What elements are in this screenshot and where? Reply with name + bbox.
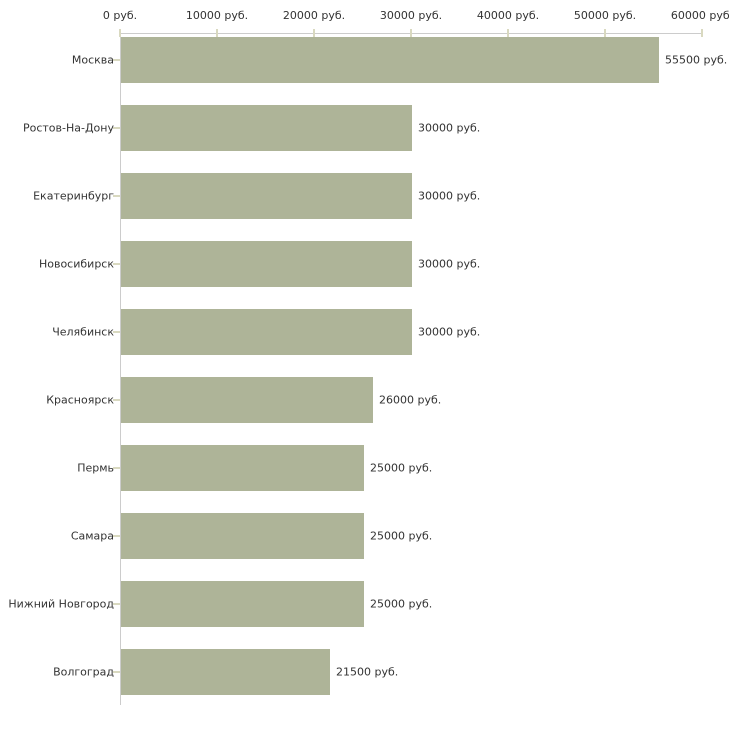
category-label: Самара	[70, 529, 114, 543]
bar	[121, 581, 364, 627]
value-label: 25000 руб.	[370, 461, 433, 475]
bar	[121, 445, 364, 491]
bar	[121, 241, 412, 287]
y-axis-tick-mark	[113, 127, 120, 129]
y-axis-tick-mark	[113, 671, 120, 673]
x-axis-tick-mark	[313, 29, 315, 37]
category-label: Нижний Новгород	[8, 597, 114, 611]
bar	[121, 649, 330, 695]
x-axis-tick-mark	[701, 29, 703, 37]
value-label: 25000 руб.	[370, 597, 433, 611]
x-axis-tick-mark	[119, 29, 121, 37]
category-label: Новосибирск	[38, 257, 114, 271]
category-label: Екатеринбург	[33, 189, 114, 203]
x-axis-tick-mark	[216, 29, 218, 37]
bar	[121, 309, 412, 355]
x-axis-tick-mark	[507, 29, 509, 37]
y-axis-tick-mark	[113, 535, 120, 537]
x-axis-tick-label: 0 руб.	[102, 9, 138, 22]
value-label: 30000 руб.	[418, 257, 481, 271]
category-label: Пермь	[77, 461, 114, 475]
bar	[121, 105, 412, 151]
category-label: Челябинск	[52, 325, 114, 339]
y-axis-tick-mark	[113, 331, 120, 333]
value-label: 26000 руб.	[379, 393, 442, 407]
bar	[121, 173, 412, 219]
x-axis-tick-label: 20000 руб.	[282, 9, 346, 22]
x-axis-tick-label: 60000 руб.	[670, 9, 730, 22]
bar	[121, 377, 373, 423]
y-axis-tick-mark	[113, 59, 120, 61]
y-axis-line	[120, 33, 121, 705]
y-axis-tick-mark	[113, 195, 120, 197]
x-axis-tick-label: 10000 руб.	[185, 9, 249, 22]
category-label: Москва	[71, 53, 114, 67]
y-axis-tick-mark	[113, 263, 120, 265]
x-axis-tick-mark	[410, 29, 412, 37]
value-label: 25000 руб.	[370, 529, 433, 543]
bar	[121, 513, 364, 559]
category-label: Волгоград	[53, 665, 114, 679]
value-label: 30000 руб.	[418, 189, 481, 203]
value-label: 30000 руб.	[418, 325, 481, 339]
y-axis-tick-mark	[113, 467, 120, 469]
value-label: 30000 руб.	[418, 121, 481, 135]
y-axis-tick-mark	[113, 603, 120, 605]
category-label: Ростов-На-Дону	[22, 121, 114, 135]
x-axis-tick-label: 50000 руб.	[573, 9, 637, 22]
category-label: Красноярск	[46, 393, 114, 407]
value-label: 55500 руб.	[665, 53, 728, 67]
x-axis-tick-label: 30000 руб.	[379, 9, 443, 22]
bar	[121, 37, 659, 83]
x-axis-tick-mark	[604, 29, 606, 37]
y-axis-tick-mark	[113, 399, 120, 401]
value-label: 21500 руб.	[336, 665, 399, 679]
x-axis-tick-label: 40000 руб.	[476, 9, 540, 22]
